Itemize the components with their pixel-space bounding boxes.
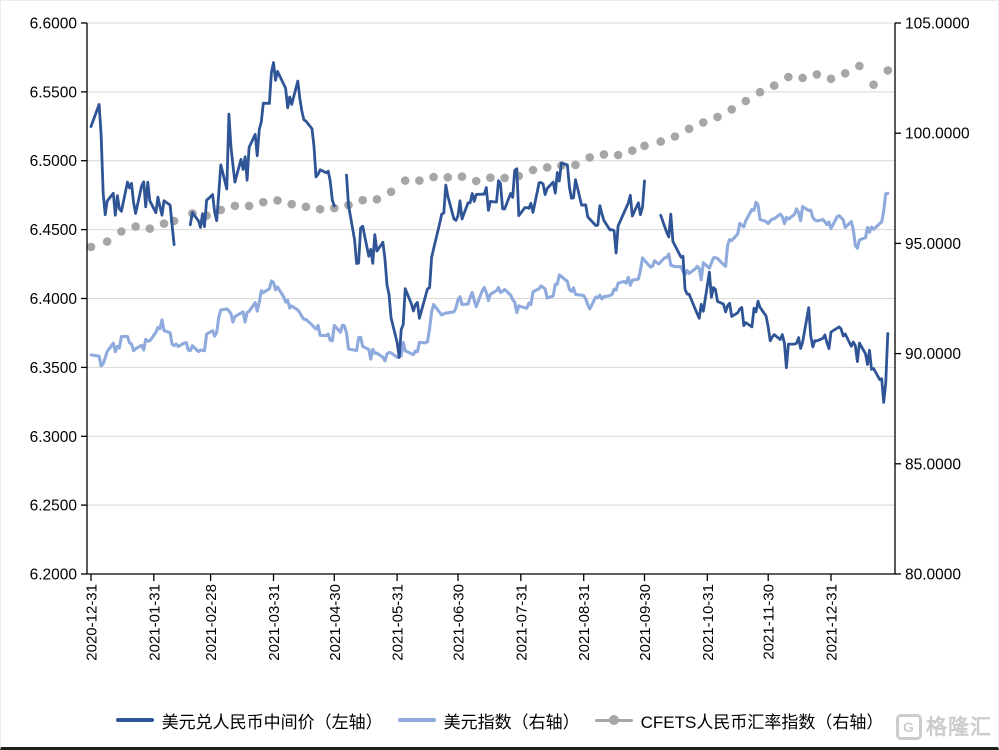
legend-label-usd-index: 美元指数（右轴）: [443, 712, 580, 732]
svg-text:6.4000: 6.4000: [30, 291, 78, 308]
svg-text:6.5500: 6.5500: [30, 84, 78, 101]
legend-label-cfets-index: CFETS人民币汇率指数（右轴）: [640, 712, 884, 732]
svg-text:2021-10-31: 2021-10-31: [700, 584, 717, 661]
svg-text:95.0000: 95.0000: [905, 236, 961, 253]
svg-text:90.0000: 90.0000: [905, 346, 961, 363]
svg-text:2021-03-31: 2021-03-31: [266, 584, 283, 661]
svg-text:2021-05-31: 2021-05-31: [390, 584, 407, 661]
svg-text:2020-12-31: 2020-12-31: [84, 584, 101, 661]
chart-plot-area: 6.6000 6.5500 6.5000 6.4500 6.4000 6.3500 6.30…: [1, 1, 998, 701]
svg-text:6.4500: 6.4500: [30, 222, 78, 239]
chart-legend: 美元兑人民币中间价（左轴） 美元指数（右轴） CFETS人民币汇率指数（右轴）: [1, 703, 998, 737]
svg-text:85.0000: 85.0000: [905, 456, 961, 473]
y-axis-labels-right: 105.0000 100.0000 95.0000 90.0000 85.0000 80.…: [905, 16, 970, 584]
svg-text:2021-07-31: 2021-07-31: [513, 584, 530, 661]
legend-item-cfets-index: CFETS人民币汇率指数（右轴）: [594, 708, 884, 733]
legend-item-usdcny-fix: 美元兑人民币中间价（左轴）: [115, 708, 383, 733]
series-cfets-index-dots: [86, 61, 893, 252]
legend-swatch-usdcny-fix: [115, 718, 154, 722]
svg-text:6.5000: 6.5000: [30, 153, 78, 170]
y-axis-labels-left: 6.6000 6.5500 6.5000 6.4500 6.4000 6.3500 6.30…: [30, 16, 78, 584]
x-axis-labels: 2020-12-31 2021-01-31 2021-02-28 2021-03-31…: [84, 584, 841, 661]
svg-text:2021-11-30: 2021-11-30: [761, 584, 778, 660]
legend-label-usdcny-fix: 美元兑人民币中间价（左轴）: [161, 712, 383, 732]
svg-text:2021-06-30: 2021-06-30: [451, 584, 468, 661]
series-usdcny-fix-line: [89, 61, 890, 404]
legend-swatch-usd-index: [397, 718, 436, 722]
svg-text:2021-12-31: 2021-12-31: [824, 584, 841, 661]
series-usd-index-line: [89, 191, 890, 368]
gelonghui-logo-icon: G: [896, 714, 922, 740]
svg-text:2021-01-31: 2021-01-31: [146, 584, 163, 661]
gelonghui-brand-text: 格隆汇: [926, 715, 992, 739]
svg-text:6.3000: 6.3000: [30, 429, 78, 446]
svg-text:6.3500: 6.3500: [30, 360, 78, 377]
axes: [81, 22, 901, 581]
svg-text:6.6000: 6.6000: [30, 16, 78, 33]
legend-item-usd-index: 美元指数（右轴）: [397, 708, 580, 733]
svg-text:100.0000: 100.0000: [905, 126, 970, 143]
svg-text:2021-09-30: 2021-09-30: [637, 584, 654, 661]
chart-svg: 6.6000 6.5500 6.5000 6.4500 6.4000 6.3500 6.30…: [30, 16, 970, 661]
svg-text:2021-04-30: 2021-04-30: [327, 584, 344, 661]
svg-text:2021-02-28: 2021-02-28: [203, 584, 220, 661]
legend-swatch-cfets-index: [594, 718, 633, 722]
svg-text:6.2000: 6.2000: [30, 567, 78, 584]
svg-text:105.0000: 105.0000: [905, 16, 970, 33]
svg-text:2021-08-31: 2021-08-31: [576, 584, 593, 661]
gelonghui-watermark: G 格隆汇: [896, 714, 992, 740]
svg-text:80.0000: 80.0000: [905, 567, 961, 584]
svg-text:6.2500: 6.2500: [30, 498, 78, 515]
